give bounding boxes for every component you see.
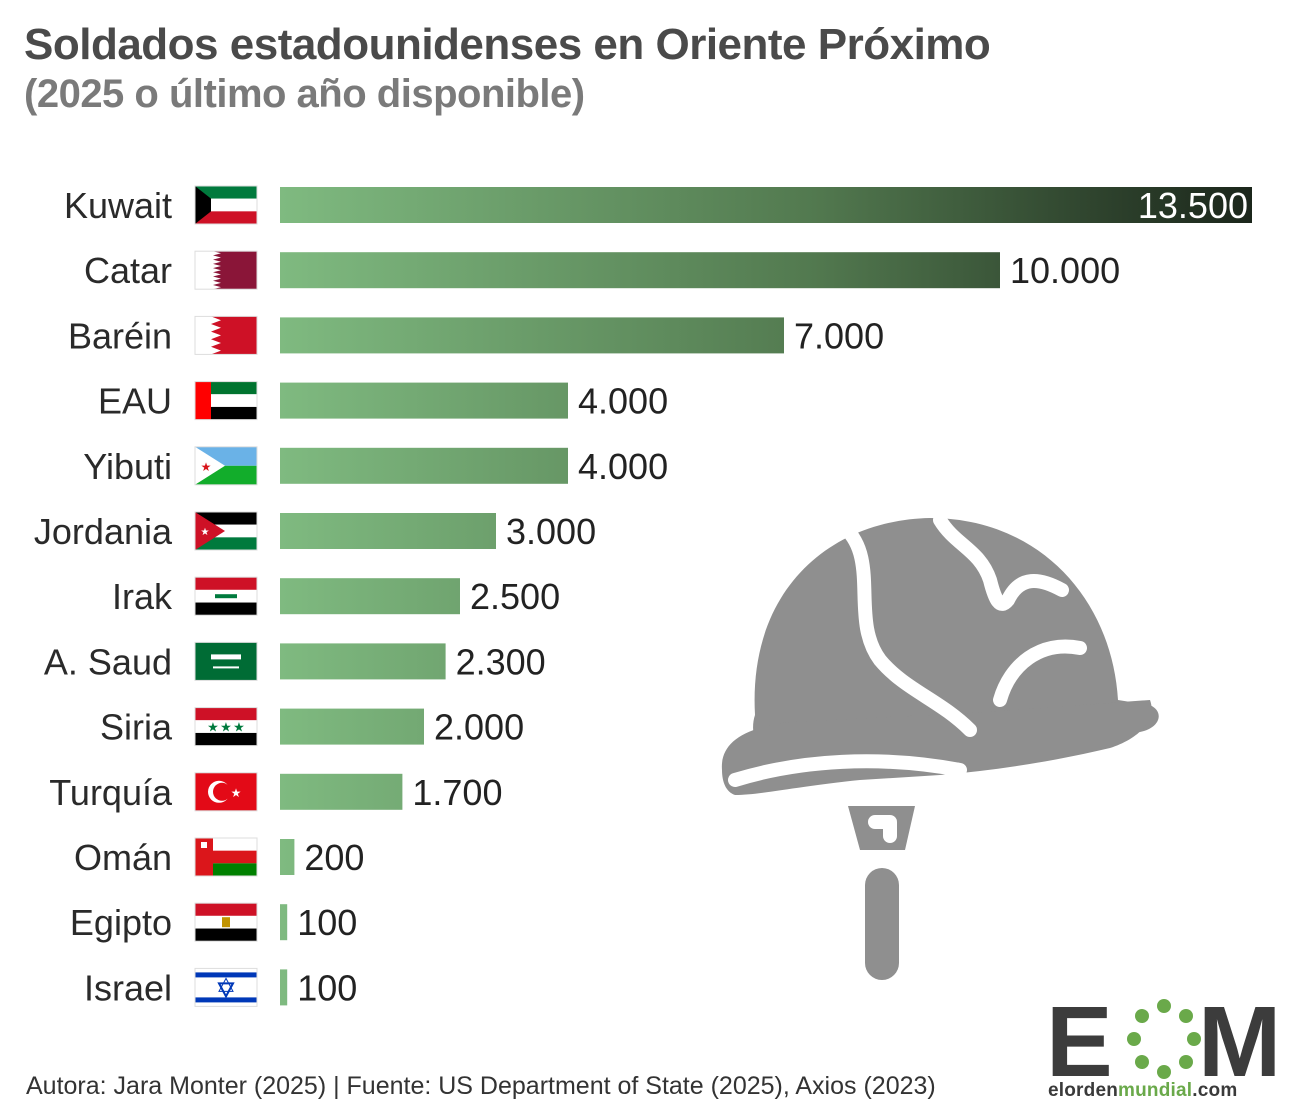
country-label: Omán: [74, 837, 172, 878]
bahrain-flag-icon: [194, 315, 258, 355]
country-label: EAU: [98, 381, 172, 422]
country-label: Turquía: [49, 772, 173, 813]
flag-border: [194, 902, 258, 942]
value-label: 1.700: [412, 772, 502, 813]
svg-text:★: ★: [233, 721, 245, 736]
value-label: 3.000: [506, 511, 596, 552]
value-label: 2.500: [470, 576, 560, 617]
bar-turqu-a: [280, 773, 403, 810]
flag-border: [194, 315, 258, 355]
value-label: 100: [297, 967, 357, 1008]
kuwait-flag-icon: [194, 185, 258, 225]
country-label: Israel: [84, 967, 172, 1008]
value-label: 200: [304, 837, 364, 878]
svg-text:★: ★: [220, 721, 232, 736]
bar-yibuti: [280, 447, 568, 484]
syria-flag-icon: ★ ★ ★: [194, 707, 258, 747]
country-label: Egipto: [70, 902, 172, 943]
flags: ★★★ ★ ★★: [194, 185, 258, 1007]
flag-border: [194, 185, 258, 225]
labels: Kuwait 13.500 Catar 10.000 Baréin 7.000 EAU 4.0…: [34, 185, 1248, 1008]
bar-siria: [280, 708, 424, 745]
flag-border: [194, 772, 258, 812]
bar-jordania: [280, 513, 496, 549]
value-label: 4.000: [578, 381, 668, 422]
logo-dotted-o: [1127, 999, 1201, 1079]
value-label: 100: [297, 902, 357, 943]
helmet-outline-details: [728, 513, 1087, 843]
flag-border: [194, 641, 258, 681]
eom-logo: E M: [1046, 994, 1281, 1098]
bar-kuwait: [280, 187, 1252, 223]
source-credit: Autora: Jara Monter (2025) | Fuente: US …: [26, 1072, 936, 1100]
svg-text:★: ★: [201, 527, 210, 538]
bar-bar-in: [280, 317, 784, 354]
jordan-flag-icon: ★: [194, 511, 258, 551]
svg-text:★: ★: [231, 786, 242, 800]
country-label: Catar: [84, 250, 172, 291]
bar-eau: [280, 382, 568, 419]
country-label: Siria: [100, 707, 173, 748]
flag-border: [194, 837, 258, 877]
value-label: 2.300: [456, 641, 546, 682]
value-label: 7.000: [794, 315, 884, 356]
flag-border: [194, 446, 258, 486]
country-label: Yibuti: [83, 446, 172, 487]
flag-border: [194, 511, 258, 551]
saudi-arabia-flag-icon: [194, 641, 258, 681]
svg-text:★: ★: [201, 460, 212, 474]
value-label: 10.000: [1010, 250, 1120, 291]
flag-border: [194, 576, 258, 616]
logo-letter-m: M: [1198, 994, 1281, 1098]
country-label: A. Saud: [44, 641, 172, 682]
bar-catar: [280, 252, 1000, 289]
uae-flag-icon: [194, 381, 258, 421]
flag-border: [194, 381, 258, 421]
bar-egipto: [280, 904, 288, 941]
chart-subtitle: (2025 o último año disponible): [24, 72, 585, 116]
bar-irak: [280, 578, 460, 615]
israel-flag-icon: [194, 967, 258, 1007]
egypt-flag-icon: [194, 902, 258, 942]
logo-letter-e: E: [1046, 994, 1113, 1098]
value-label: 4.000: [578, 446, 668, 487]
chart-title: Soldados estadounidenses en Oriente Próx…: [24, 20, 991, 69]
bar-om-n: [280, 839, 295, 875]
bar-a-saud: [280, 643, 446, 680]
svg-text:★: ★: [207, 721, 219, 736]
bar-israel: [280, 969, 288, 1006]
logo-site-name: elordenmundial.com: [1048, 1080, 1238, 1101]
djibouti-flag-icon: ★: [194, 446, 258, 486]
country-label: Kuwait: [64, 185, 172, 226]
turkey-flag-icon: ★: [194, 772, 258, 812]
country-label: Baréin: [68, 315, 172, 356]
bars: [280, 187, 1252, 1006]
military-helmet-icon: [721, 518, 1159, 980]
value-label: 13.500: [1138, 185, 1248, 226]
qatar-flag-icon: [194, 250, 258, 290]
country-label: Jordania: [34, 511, 173, 552]
flag-border: [194, 967, 258, 1007]
iraq-flag-icon: [194, 576, 258, 616]
flag-border: [194, 707, 258, 747]
oman-flag-icon: [194, 837, 258, 877]
country-label: Irak: [112, 576, 173, 617]
value-label: 2.000: [434, 707, 524, 748]
flag-border: [194, 250, 258, 290]
